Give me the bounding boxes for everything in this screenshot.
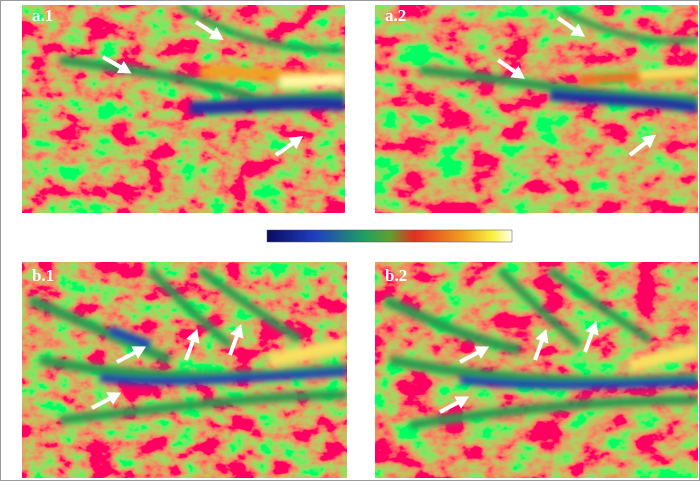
panel-label: b.1 (32, 266, 54, 285)
heatmap-panel (375, 5, 698, 213)
colorbar (266, 229, 513, 243)
heatmap-panel (22, 5, 345, 213)
heatmap-panel (22, 262, 347, 478)
panel-label: a.2 (385, 6, 406, 25)
panel-label: a.1 (32, 6, 53, 25)
panel-label: b.2 (385, 266, 407, 285)
heatmap-panel (375, 262, 698, 478)
